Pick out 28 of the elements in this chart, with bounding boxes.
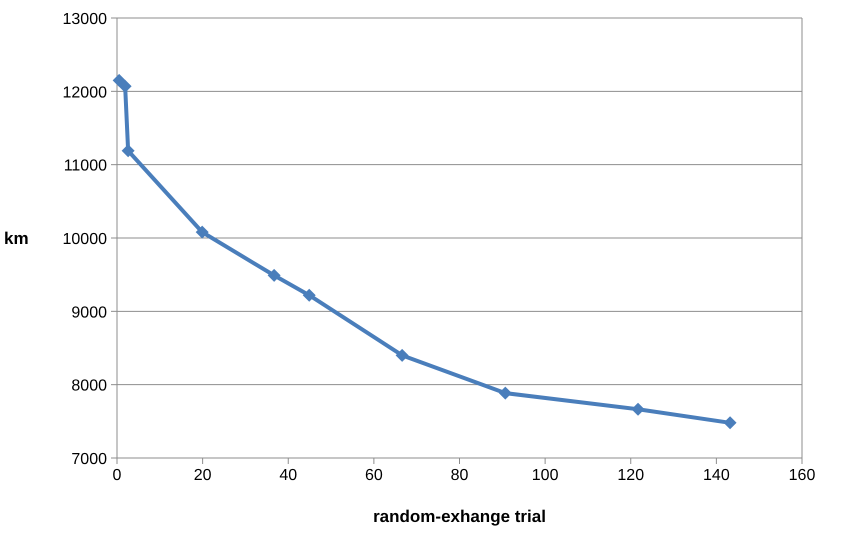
y-tick-label: 9000 bbox=[71, 304, 108, 322]
x-tick-label: 160 bbox=[788, 467, 816, 484]
point bbox=[724, 416, 737, 430]
point bbox=[302, 288, 316, 302]
y-tick-label: 7000 bbox=[71, 451, 108, 468]
y-tick-label: 13000 bbox=[62, 11, 108, 28]
point bbox=[112, 74, 126, 87]
y-tick-label: 8000 bbox=[71, 378, 108, 395]
point bbox=[268, 268, 281, 282]
point bbox=[122, 144, 135, 158]
x-tick-label: 120 bbox=[617, 467, 644, 484]
point bbox=[396, 348, 409, 362]
x-tick-label: 20 bbox=[194, 467, 212, 484]
y-tick-label: 10000 bbox=[62, 231, 108, 248]
point bbox=[118, 80, 132, 93]
x-axis-title: random-exhange trial bbox=[373, 507, 546, 526]
point bbox=[632, 402, 645, 416]
y-tick-label: 12000 bbox=[62, 84, 108, 102]
y-axis-title: km bbox=[4, 229, 29, 248]
x-tick-label: 60 bbox=[364, 467, 383, 484]
point bbox=[196, 226, 209, 239]
point bbox=[498, 386, 512, 400]
x-tick-label: 0 bbox=[112, 467, 122, 484]
x-tick-label: 40 bbox=[279, 467, 298, 484]
y-tick-label: 11000 bbox=[64, 158, 108, 175]
x-tick-label: 100 bbox=[532, 467, 559, 484]
x-tick-label: 140 bbox=[703, 467, 730, 484]
x-tick-label: 80 bbox=[450, 467, 468, 484]
